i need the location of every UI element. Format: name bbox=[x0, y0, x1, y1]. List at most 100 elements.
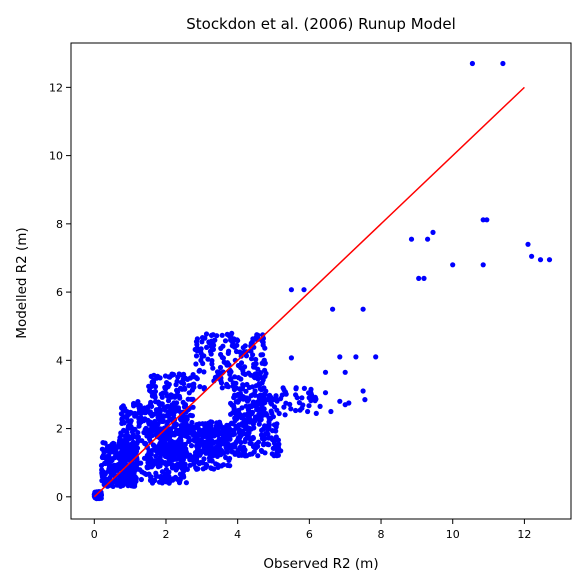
data-point bbox=[128, 457, 135, 463]
data-point bbox=[156, 411, 163, 417]
data-point bbox=[196, 368, 202, 374]
data-point bbox=[546, 257, 553, 263]
data-point bbox=[246, 384, 252, 391]
data-point bbox=[182, 465, 188, 471]
data-point bbox=[249, 339, 255, 345]
data-point bbox=[141, 429, 147, 436]
data-point bbox=[240, 447, 246, 453]
data-point bbox=[206, 340, 212, 346]
data-point bbox=[233, 412, 239, 418]
data-point bbox=[360, 306, 366, 312]
data-point bbox=[300, 402, 306, 408]
data-point bbox=[287, 401, 293, 407]
data-point bbox=[469, 60, 475, 67]
x-tick-label: 12 bbox=[517, 528, 531, 541]
data-point bbox=[185, 430, 191, 436]
y-tick-label: 12 bbox=[49, 81, 63, 94]
data-point bbox=[190, 404, 196, 410]
data-point bbox=[101, 478, 107, 484]
data-point bbox=[480, 217, 486, 223]
data-point bbox=[149, 428, 155, 434]
data-point bbox=[148, 420, 155, 426]
data-point bbox=[227, 463, 233, 469]
data-point bbox=[258, 447, 264, 454]
data-point bbox=[118, 430, 124, 436]
data-point bbox=[317, 403, 323, 409]
data-point bbox=[301, 385, 307, 391]
data-point bbox=[110, 471, 116, 478]
data-point bbox=[253, 356, 259, 363]
data-point bbox=[108, 446, 114, 452]
data-point bbox=[222, 436, 228, 442]
data-point bbox=[136, 409, 142, 416]
data-point bbox=[192, 430, 198, 436]
data-point bbox=[164, 461, 170, 468]
data-point bbox=[273, 393, 279, 399]
data-point bbox=[158, 391, 164, 397]
data-point bbox=[123, 444, 129, 450]
data-point bbox=[228, 337, 234, 343]
data-point bbox=[280, 385, 286, 391]
data-point bbox=[156, 479, 163, 485]
data-point bbox=[138, 476, 144, 483]
data-point bbox=[259, 338, 266, 345]
data-point bbox=[257, 392, 264, 398]
data-point bbox=[167, 374, 173, 380]
data-point bbox=[241, 417, 247, 423]
data-point bbox=[242, 439, 248, 445]
data-point bbox=[188, 443, 195, 449]
data-point bbox=[203, 433, 209, 439]
data-point bbox=[322, 390, 329, 396]
data-point bbox=[138, 414, 144, 420]
data-point bbox=[215, 432, 221, 438]
data-point bbox=[102, 455, 108, 461]
data-point bbox=[143, 409, 149, 415]
data-point bbox=[102, 440, 108, 446]
data-point bbox=[183, 480, 189, 486]
data-point bbox=[164, 477, 170, 483]
data-point bbox=[152, 384, 159, 390]
data-point bbox=[240, 383, 246, 389]
data-point bbox=[124, 430, 130, 436]
axes-frame bbox=[70, 42, 572, 520]
data-point bbox=[253, 383, 259, 389]
data-point bbox=[268, 435, 274, 441]
data-point bbox=[125, 469, 131, 475]
data-point bbox=[163, 452, 170, 459]
data-point bbox=[226, 348, 232, 354]
data-point bbox=[288, 406, 294, 412]
data-point bbox=[169, 444, 175, 450]
data-point bbox=[156, 461, 162, 467]
data-point bbox=[102, 448, 109, 454]
data-point bbox=[255, 453, 261, 459]
data-point bbox=[218, 463, 225, 469]
data-point bbox=[207, 458, 213, 464]
data-point bbox=[214, 333, 220, 339]
data-point bbox=[224, 381, 230, 387]
data-point bbox=[233, 399, 239, 405]
data-point bbox=[186, 438, 192, 444]
data-point bbox=[187, 457, 193, 463]
data-point bbox=[138, 460, 144, 466]
y-tick-label: 8 bbox=[56, 218, 63, 231]
data-point bbox=[189, 387, 195, 393]
data-point bbox=[205, 356, 211, 362]
data-point bbox=[212, 337, 218, 343]
data-point bbox=[263, 431, 269, 437]
data-point bbox=[173, 456, 179, 462]
data-point bbox=[247, 416, 253, 422]
data-point bbox=[240, 345, 246, 351]
data-point bbox=[259, 380, 265, 386]
data-point bbox=[163, 430, 169, 436]
data-point bbox=[127, 420, 133, 426]
data-point bbox=[106, 468, 112, 474]
data-point bbox=[158, 426, 164, 432]
data-point bbox=[170, 393, 176, 399]
data-point bbox=[196, 421, 202, 427]
one-to-one-line bbox=[93, 86, 525, 498]
data-point bbox=[342, 402, 348, 408]
data-point bbox=[207, 436, 213, 442]
data-point bbox=[174, 378, 180, 384]
data-point bbox=[360, 388, 366, 394]
